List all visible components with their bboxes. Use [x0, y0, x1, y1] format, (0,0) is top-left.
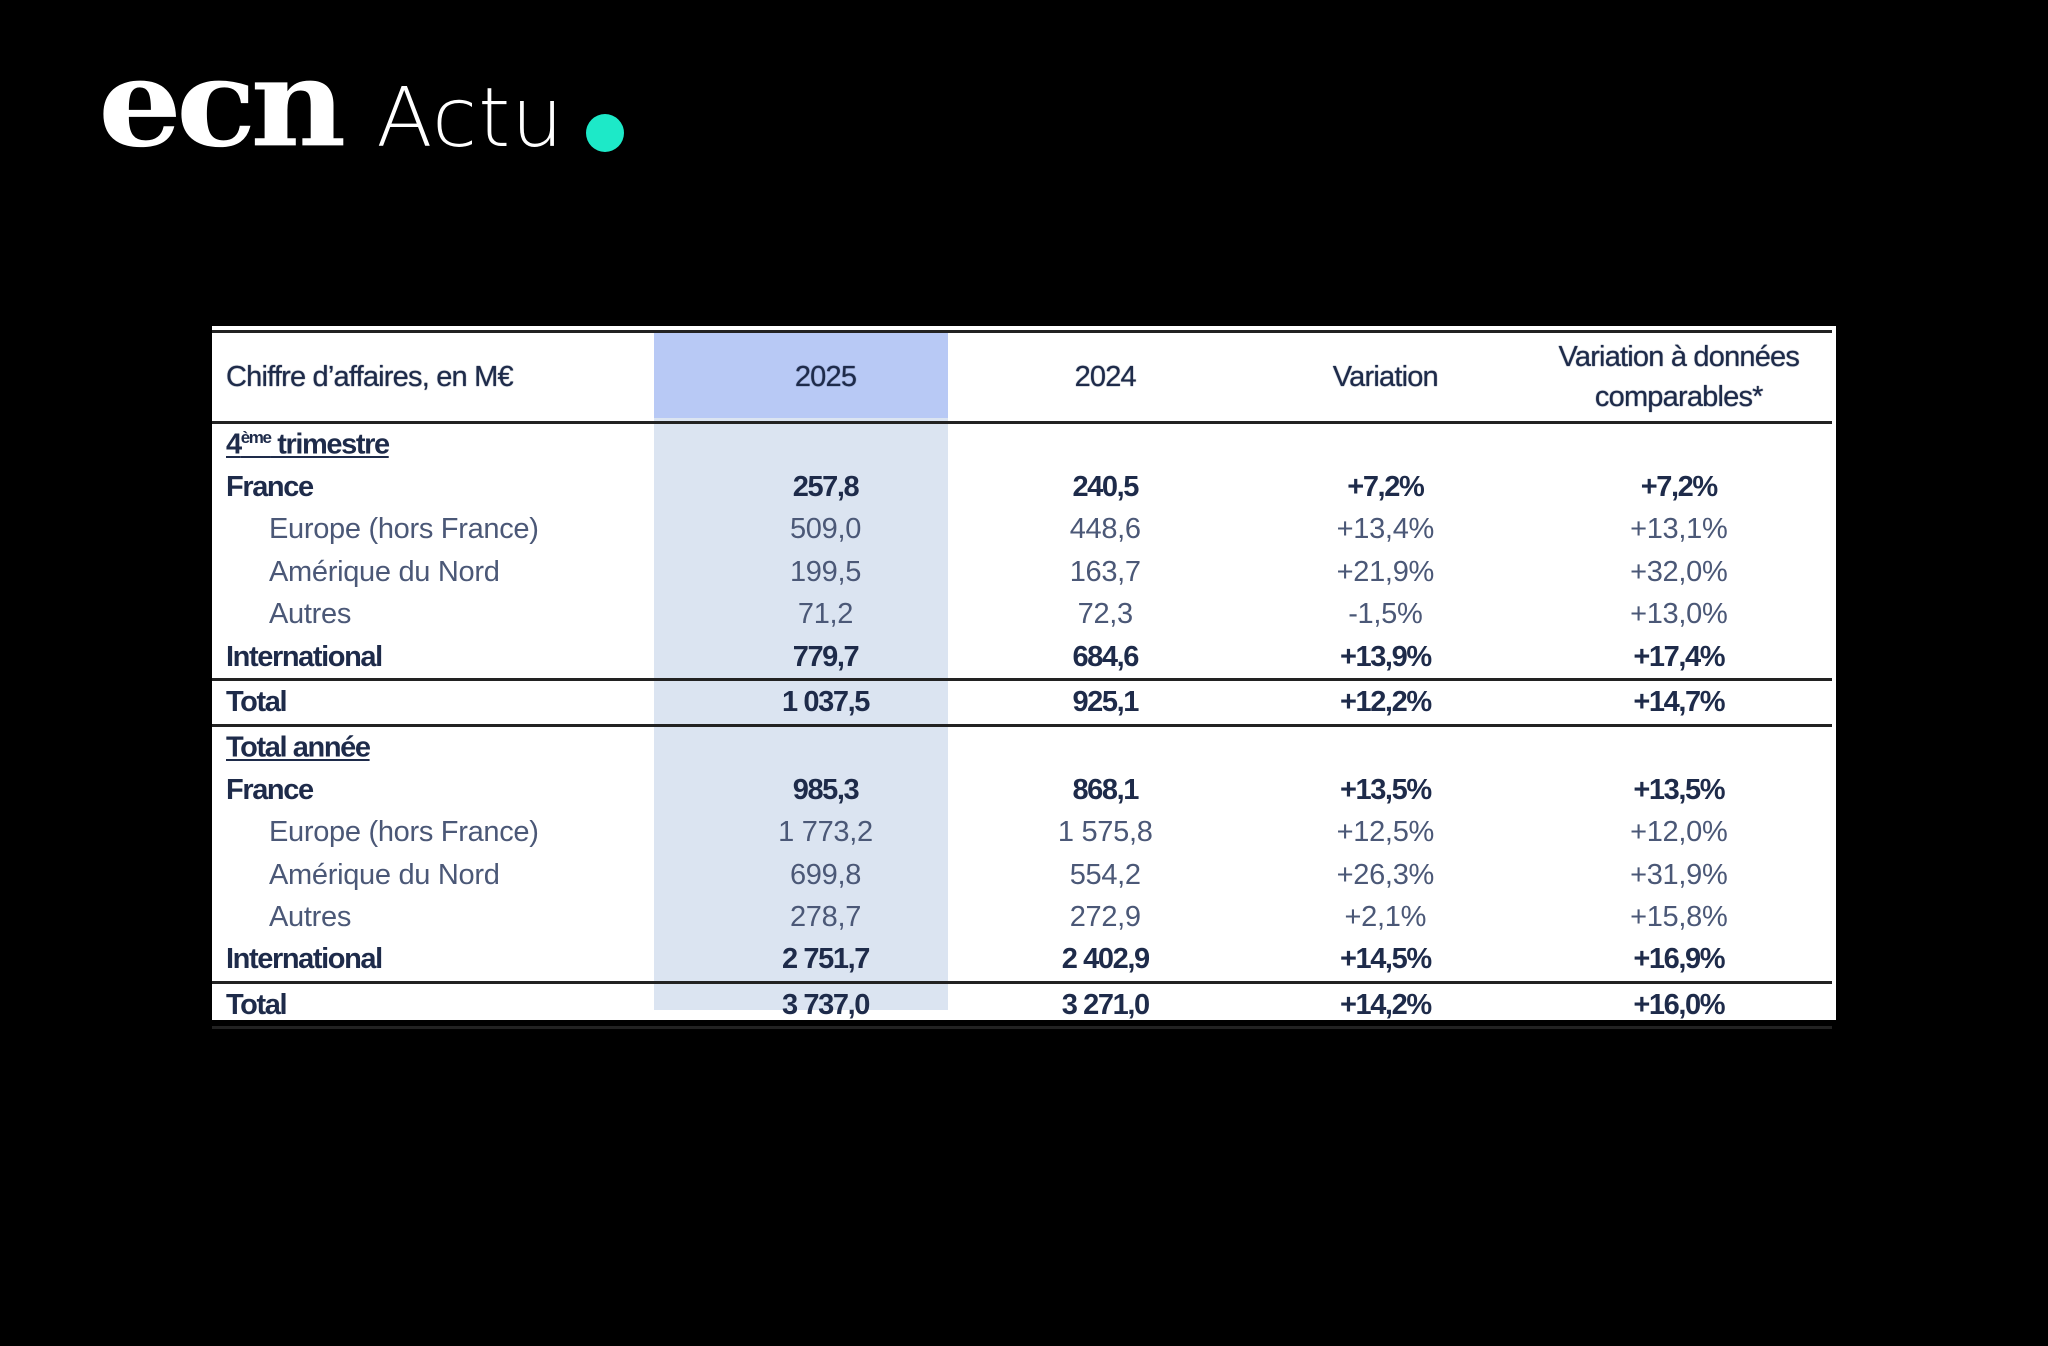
- value-variation: +21,9%: [1336, 555, 1435, 588]
- row-label: Total: [212, 678, 686, 727]
- value-variation: -1,5%: [1348, 598, 1423, 631]
- value-2024: 163,7: [1069, 555, 1141, 588]
- table-row: Autres 71,2 72,3 -1,5% +13,0%: [212, 594, 1832, 636]
- row-label: Autres: [269, 598, 352, 631]
- value-variation: +2,1%: [1344, 900, 1427, 933]
- value-variation-comparable: +7,2%: [1640, 471, 1718, 504]
- value-variation: +13,5%: [1339, 773, 1432, 806]
- row-label: Europe (hors France): [269, 513, 539, 546]
- section-title-sup: ème: [240, 428, 272, 448]
- value-2025: 985,3: [792, 773, 860, 806]
- row-label: France: [226, 471, 314, 504]
- value-2025: 71,2: [797, 598, 854, 631]
- value-2024: 554,2: [1069, 858, 1141, 891]
- table-row: Total 3 737,0 3 271,0 +14,2% +16,0%: [212, 981, 1832, 1030]
- value-2024: 868,1: [1072, 773, 1139, 806]
- value-2025: 1 037,5: [685, 678, 966, 727]
- value-2025: 509,0: [789, 513, 862, 546]
- value-2024: 2 402,9: [1061, 943, 1150, 976]
- value-variation-comparable: +32,0%: [1630, 555, 1728, 588]
- table-row: Europe (hors France) 509,0 448,6 +13,4% +13,…: [212, 509, 1832, 551]
- value-2024: 1 575,8: [1057, 816, 1153, 849]
- section-title: Total année: [212, 725, 1832, 769]
- section-title-row: 4ème trimestre: [212, 423, 1832, 467]
- value-2025: 3 737,0: [685, 981, 966, 1030]
- row-label: Autres: [269, 900, 352, 933]
- table-row: France 985,3 868,1 +13,5% +13,5%: [212, 769, 1832, 811]
- header-label: Chiffre d’affaires, en M€: [212, 331, 686, 424]
- row-label: International: [226, 943, 383, 976]
- value-variation: +13,4%: [1336, 513, 1435, 546]
- section-title-main: 4: [226, 429, 242, 462]
- table-row: International 779,7 684,6 +13,9% +17,4%: [212, 636, 1832, 680]
- value-2024: 72,3: [1077, 598, 1134, 631]
- row-label: International: [226, 640, 383, 673]
- value-variation: +7,2%: [1347, 471, 1424, 504]
- table-row: France 257,8 240,5 +7,2% +7,2%: [212, 466, 1832, 508]
- value-variation-comparable: +17,4%: [1633, 640, 1725, 673]
- value-2025: 699,8: [789, 858, 862, 891]
- value-2025: 257,8: [792, 471, 860, 504]
- header-variation: Variation: [1245, 331, 1526, 424]
- header-2024: 2024: [965, 331, 1246, 424]
- header-row: Chiffre d’affaires, en M€ 2025 2024 Vari…: [212, 330, 1832, 424]
- value-2025: 199,5: [789, 555, 862, 588]
- value-variation-comparable: +14,7%: [1525, 678, 1832, 727]
- value-2025: 779,7: [792, 640, 860, 673]
- value-2024: 684,6: [1072, 640, 1139, 673]
- value-variation-comparable: +16,9%: [1633, 943, 1725, 976]
- header-variation-comparable: Variation à données comparables*: [1525, 331, 1832, 424]
- row-label: Amérique du Nord: [269, 858, 500, 891]
- value-2024: 240,5: [1072, 471, 1139, 504]
- value-variation-comparable: +15,8%: [1630, 900, 1728, 933]
- value-variation-comparable: +13,5%: [1633, 773, 1725, 806]
- table-row: Europe (hors France) 1 773,2 1 575,8 +12,5%…: [212, 812, 1832, 854]
- section-title: 4ème trimestre: [212, 423, 1832, 467]
- row-label: Total: [212, 981, 686, 1030]
- value-2025: 1 773,2: [778, 816, 873, 849]
- value-2024: 3 271,0: [965, 981, 1246, 1030]
- row-label: Amérique du Nord: [269, 555, 500, 588]
- table-row: Amérique du Nord 199,5 163,7 +21,9% +32,0%: [212, 551, 1832, 593]
- value-2024: 448,6: [1069, 513, 1141, 546]
- table-row: International 2 751,7 2 402,9 +14,5% +16,9%: [212, 939, 1832, 983]
- value-variation: +26,3%: [1336, 858, 1435, 891]
- header-2025: 2025: [685, 330, 966, 424]
- value-2024: 925,1: [965, 678, 1246, 727]
- header-variation-comparable-text: Variation à données comparables*: [1558, 341, 1800, 413]
- revenue-table-image: Chiffre d’affaires, en M€ 2025 2024 Vari…: [212, 326, 1836, 1030]
- table-row: Amérique du Nord 699,8 554,2 +26,3% +31,9%: [212, 854, 1832, 896]
- value-variation-comparable: +13,1%: [1630, 513, 1728, 546]
- value-2024: 272,9: [1069, 900, 1141, 933]
- value-variation: +14,2%: [1245, 981, 1526, 1030]
- value-variation-comparable: +16,0%: [1525, 981, 1832, 1030]
- value-variation-comparable: +13,0%: [1630, 598, 1728, 631]
- value-variation: +14,5%: [1339, 943, 1432, 976]
- value-variation-comparable: +31,9%: [1630, 858, 1728, 891]
- revenue-table: Chiffre d’affaires, en M€ 2025 2024 Vari…: [212, 330, 1832, 1030]
- table-row: Autres 278,7 272,9 +2,1% +15,8%: [212, 896, 1832, 938]
- section-title-main: Total année: [226, 731, 371, 764]
- section-title-row: Total année: [212, 725, 1832, 769]
- value-2025: 278,7: [789, 900, 862, 933]
- value-variation: +12,5%: [1336, 816, 1435, 849]
- row-label: France: [226, 773, 314, 806]
- table-row: Total 1 037,5 925,1 +12,2% +14,7%: [212, 678, 1832, 727]
- logo-dot-icon: [586, 114, 625, 152]
- value-variation: +13,9%: [1339, 640, 1432, 673]
- ecn-actu-logo: ecn Actu: [98, 32, 625, 175]
- value-variation-comparable: +12,0%: [1630, 816, 1728, 849]
- row-label: Europe (hors France): [269, 816, 539, 849]
- section-title-rest: trimestre: [270, 429, 390, 462]
- value-2025: 2 751,7: [782, 943, 870, 976]
- logo-suffix: Actu: [376, 71, 565, 166]
- value-variation: +12,2%: [1245, 678, 1526, 727]
- logo-brand: ecn: [98, 32, 346, 175]
